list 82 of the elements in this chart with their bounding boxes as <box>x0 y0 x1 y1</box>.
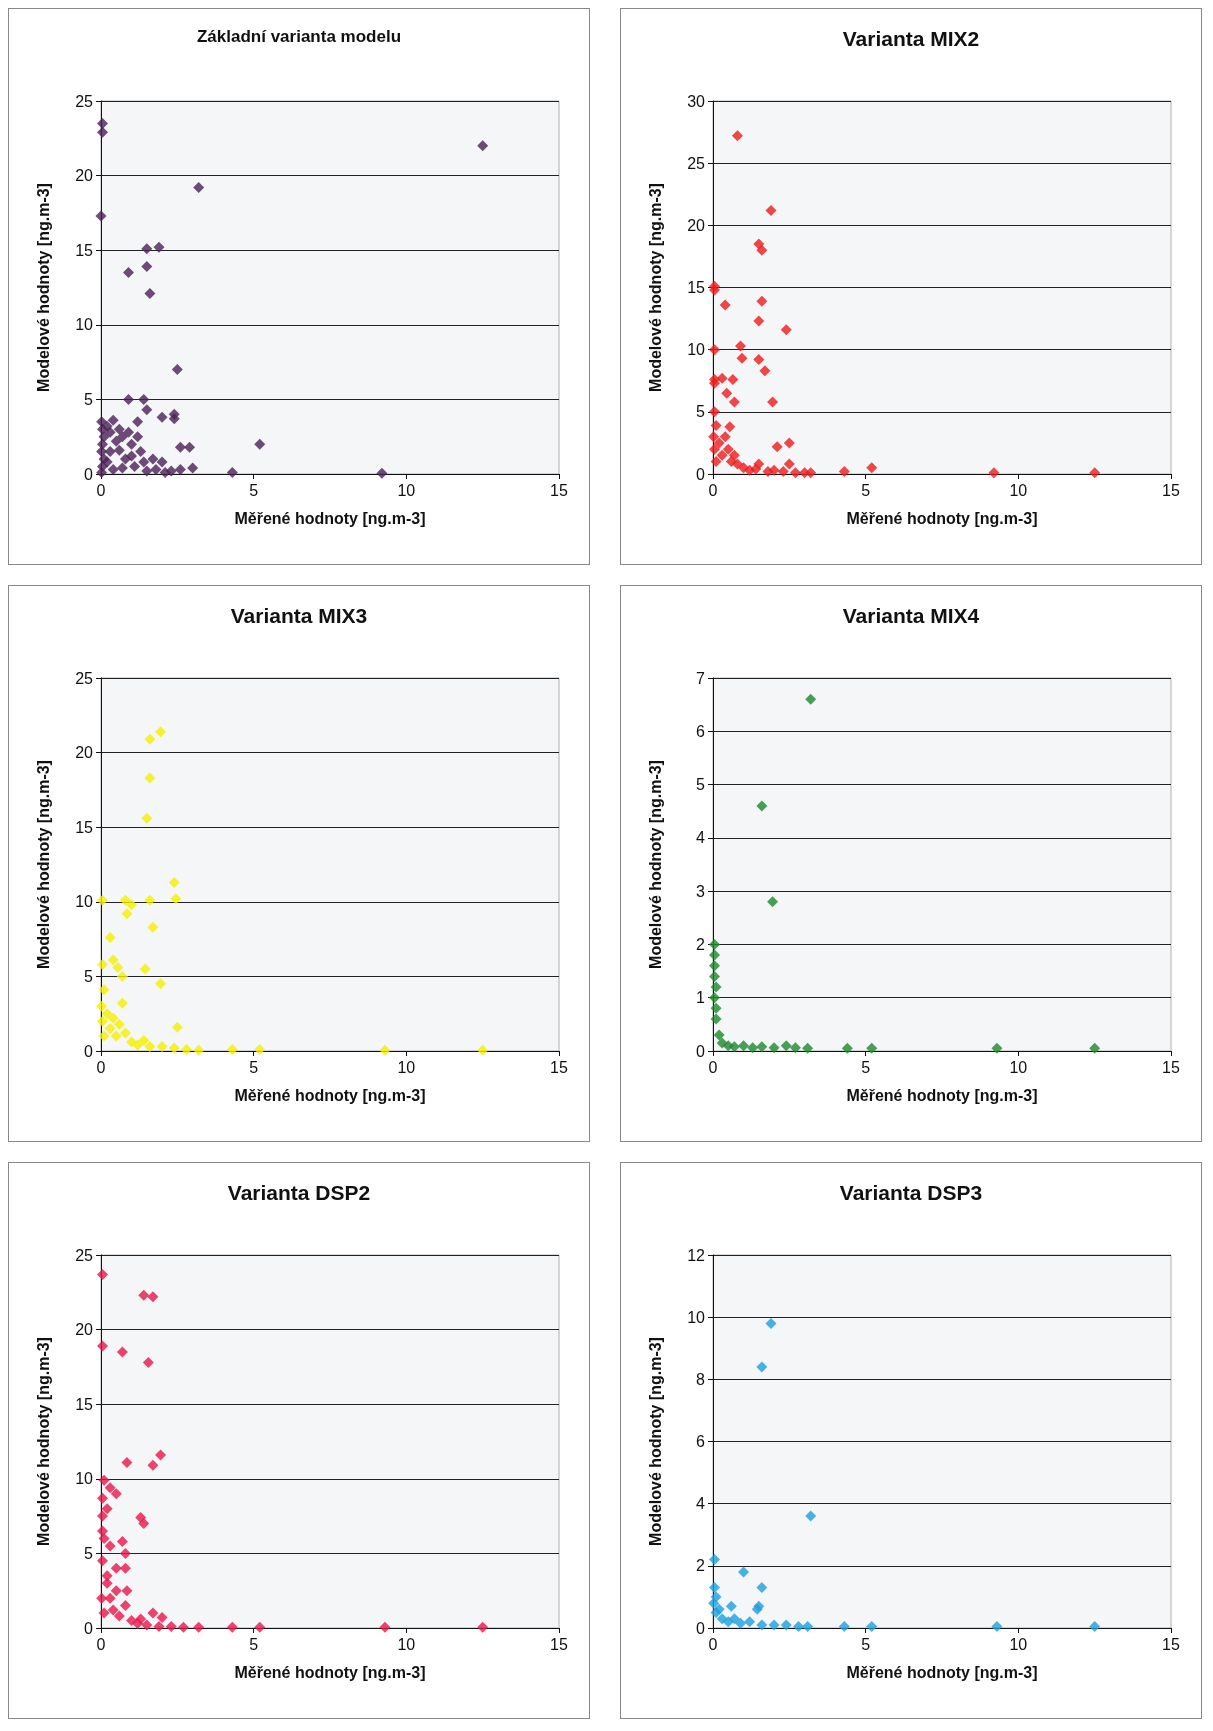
y-tick-label: 15 <box>75 1395 94 1413</box>
y-tick-label: 6 <box>696 722 706 740</box>
y-tick-label: 25 <box>75 669 94 687</box>
y-tick-label: 7 <box>696 669 706 687</box>
y-tick-label: 4 <box>696 829 706 847</box>
y-tick-label: 5 <box>84 1544 94 1562</box>
y-tick-label: 15 <box>75 241 94 259</box>
y-axis-title: Modelové hodnoty [ng.m-3] <box>34 183 52 392</box>
y-axis-title: Modelové hodnoty [ng.m-3] <box>646 1337 664 1546</box>
y-tick-label: 6 <box>696 1433 706 1450</box>
y-tick-label: 0 <box>84 1619 94 1637</box>
x-axis-title: Měřené hodnoty [ng.m-3] <box>234 1663 426 1681</box>
x-tick-label: 10 <box>397 1635 416 1653</box>
y-tick-label: 8 <box>696 1370 706 1388</box>
x-axis-title: Měřené hodnoty [ng.m-3] <box>234 509 426 527</box>
x-tick-label: 10 <box>1009 481 1028 499</box>
chart-title: Varianta MIX2 <box>842 27 980 50</box>
y-tick-label: 25 <box>75 92 94 110</box>
y-tick-label: 3 <box>696 882 706 900</box>
x-tick-label: 5 <box>861 481 871 499</box>
y-tick-label: 5 <box>696 776 706 794</box>
y-tick-label: 5 <box>84 390 94 408</box>
x-tick-label: 5 <box>249 481 259 499</box>
y-tick-label: 0 <box>84 1042 94 1060</box>
x-tick-label: 5 <box>861 1058 871 1076</box>
y-tick-label: 10 <box>75 1470 94 1488</box>
x-tick-label: 5 <box>249 1058 259 1076</box>
x-tick-label: 15 <box>1162 481 1180 499</box>
y-tick-label: 0 <box>696 465 706 483</box>
y-tick-label: 5 <box>84 967 94 985</box>
y-tick-label: 25 <box>687 154 706 172</box>
x-axis-title: Měřené hodnoty [ng.m-3] <box>234 1086 426 1104</box>
x-axis-title: Měřené hodnoty [ng.m-3] <box>846 1663 1038 1681</box>
x-tick-label: 5 <box>861 1635 871 1653</box>
x-tick-label: 0 <box>708 481 718 499</box>
y-tick-label: 15 <box>687 279 706 296</box>
y-axis-title: Modelové hodnoty [ng.m-3] <box>34 760 52 969</box>
x-tick-label: 10 <box>397 481 416 499</box>
y-tick-label: 0 <box>84 465 94 483</box>
x-tick-label: 15 <box>550 481 568 499</box>
y-tick-label: 20 <box>75 167 94 185</box>
x-axis-title: Měřené hodnoty [ng.m-3] <box>846 509 1038 527</box>
x-tick-label: 0 <box>96 1635 106 1653</box>
y-tick-label: 0 <box>696 1042 706 1060</box>
chart-title: Varianta DSP3 <box>839 1181 983 1204</box>
x-tick-label: 0 <box>708 1635 718 1653</box>
y-tick-label: 0 <box>696 1619 706 1637</box>
y-tick-label: 10 <box>687 341 706 359</box>
chart-title: Varianta MIX4 <box>842 604 980 627</box>
y-tick-label: 2 <box>696 1557 706 1575</box>
y-axis-title: Modelové hodnoty [ng.m-3] <box>646 760 664 969</box>
x-tick-label: 15 <box>1162 1058 1180 1076</box>
x-tick-label: 15 <box>1162 1635 1180 1653</box>
x-tick-label: 15 <box>550 1635 568 1653</box>
y-tick-label: 12 <box>687 1246 706 1264</box>
y-tick-label: 4 <box>696 1495 706 1513</box>
x-tick-label: 5 <box>249 1635 259 1653</box>
x-tick-label: 10 <box>1009 1058 1028 1076</box>
y-axis-title: Modelové hodnoty [ng.m-3] <box>34 1337 52 1546</box>
x-tick-label: 10 <box>1009 1635 1028 1653</box>
y-tick-label: 1 <box>696 989 706 1007</box>
x-tick-label: 10 <box>397 1058 416 1076</box>
y-tick-label: 10 <box>75 893 94 911</box>
y-tick-label: 5 <box>696 403 706 421</box>
y-tick-label: 10 <box>687 1308 706 1326</box>
y-axis-title: Modelové hodnoty [ng.m-3] <box>646 183 664 392</box>
chart-title: Základní varianta modelu <box>196 27 402 46</box>
y-tick-label: 20 <box>75 744 94 762</box>
chart-title: Varianta MIX3 <box>230 604 368 627</box>
x-tick-label: 0 <box>708 1058 718 1076</box>
x-axis-title: Měřené hodnoty [ng.m-3] <box>846 1086 1038 1104</box>
y-tick-label: 10 <box>75 316 94 334</box>
y-tick-label: 20 <box>687 216 706 234</box>
y-tick-label: 25 <box>75 1246 94 1264</box>
y-tick-label: 30 <box>687 92 706 110</box>
x-tick-label: 0 <box>96 1058 106 1076</box>
y-tick-label: 20 <box>75 1321 94 1339</box>
y-tick-label: 15 <box>75 818 94 836</box>
x-tick-label: 0 <box>96 481 106 499</box>
y-tick-label: 2 <box>696 935 706 953</box>
chart-title: Varianta DSP2 <box>227 1181 371 1204</box>
x-tick-label: 15 <box>550 1058 568 1076</box>
